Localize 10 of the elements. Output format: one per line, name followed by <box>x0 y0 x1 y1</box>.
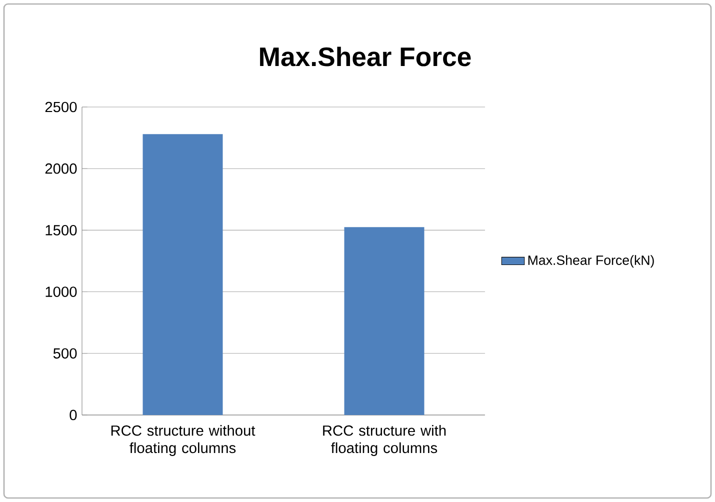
y-tick-label: 500 <box>53 348 77 359</box>
y-tick-label: 1500 <box>46 225 77 236</box>
chart-title: Max.Shear Force <box>260 46 471 66</box>
x-tick-label: RCC structure without floating columns <box>111 425 256 456</box>
y-tick-label: 1000 <box>46 286 77 297</box>
y-tick-label: 2500 <box>45 102 77 112</box>
y-tick-label: 2000 <box>45 163 77 174</box>
y-tick-label: 0 <box>70 410 77 420</box>
legend-label: Max.Shear Force(kN) <box>528 255 654 268</box>
x-tick-label: RCC structure with floating columns <box>323 425 446 456</box>
